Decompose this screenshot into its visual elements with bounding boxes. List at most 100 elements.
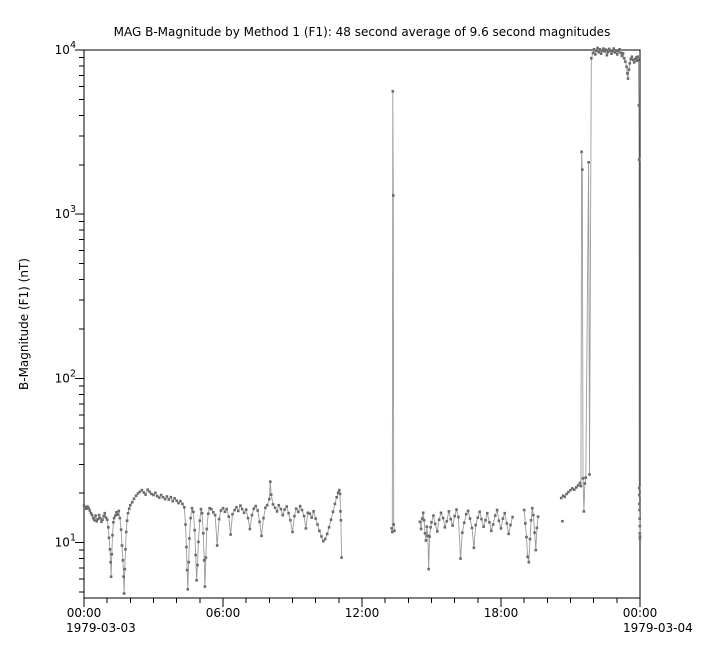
- data-point-marker: [433, 522, 437, 526]
- data-point-marker: [134, 494, 138, 497]
- data-point-marker: [111, 533, 114, 537]
- data-point-marker: [158, 496, 161, 499]
- data-point-marker: [185, 545, 188, 549]
- data-point-marker: [187, 560, 190, 564]
- data-point-marker: [120, 544, 124, 547]
- data-point-marker: [192, 510, 195, 514]
- data-point-marker: [618, 48, 621, 51]
- data-point-marker: [125, 519, 129, 522]
- data-point-marker: [289, 518, 292, 522]
- data-point-marker: [142, 491, 146, 494]
- data-point-marker: [262, 516, 265, 520]
- data-point-marker: [122, 575, 125, 578]
- data-point-marker: [123, 567, 127, 571]
- data-point-marker: [472, 546, 476, 550]
- data-point-marker: [184, 523, 187, 526]
- data-point-marker: [451, 524, 454, 527]
- data-point-marker: [599, 52, 603, 55]
- data-point-marker: [594, 53, 597, 56]
- data-point-marker: [325, 532, 329, 536]
- data-point-marker: [167, 498, 171, 501]
- data-point-marker: [392, 523, 395, 526]
- data-point-marker: [419, 527, 423, 531]
- series-line: [560, 46, 641, 539]
- data-point-marker: [569, 488, 572, 492]
- data-point-marker: [302, 514, 306, 518]
- data-point-marker: [532, 513, 535, 517]
- data-point-marker: [628, 62, 632, 65]
- data-point-marker: [470, 526, 474, 530]
- data-point-marker: [604, 48, 607, 51]
- data-point-marker: [132, 497, 136, 501]
- data-point-marker: [459, 557, 462, 560]
- data-point-marker: [437, 518, 441, 521]
- data-point-marker: [269, 493, 273, 496]
- data-point-marker: [507, 532, 510, 536]
- data-point-marker: [455, 508, 458, 511]
- data-point-marker: [227, 515, 231, 518]
- data-point-marker: [488, 521, 491, 524]
- data-point-marker: [572, 488, 576, 491]
- data-point-marker: [495, 508, 499, 512]
- data-point-marker: [486, 511, 489, 515]
- data-point-marker: [122, 592, 126, 595]
- data-point-marker: [242, 511, 246, 515]
- data-point-marker: [110, 552, 114, 556]
- data-point-marker: [629, 57, 632, 61]
- data-point-marker: [285, 505, 288, 508]
- data-point-marker: [480, 517, 483, 521]
- series-line: [391, 91, 395, 533]
- data-point-marker: [112, 521, 115, 524]
- data-point-marker: [177, 501, 180, 505]
- data-point-marker: [561, 494, 565, 497]
- data-point-marker: [535, 526, 539, 530]
- data-point-marker: [464, 512, 468, 516]
- data-point-marker: [144, 493, 147, 496]
- y-axis-tick-label: 103: [55, 204, 76, 221]
- data-point-marker: [155, 494, 159, 498]
- data-point-marker: [231, 512, 234, 516]
- data-point-marker: [619, 51, 623, 55]
- data-point-marker: [565, 492, 568, 496]
- date-label-right: 1979-03-04: [623, 621, 693, 635]
- data-point-marker: [474, 523, 477, 527]
- data-point-marker: [638, 502, 641, 506]
- data-point-marker: [119, 528, 123, 531]
- data-point-marker: [581, 168, 584, 171]
- data-point-marker: [390, 527, 393, 530]
- data-point-marker: [340, 556, 343, 559]
- data-point-marker: [511, 515, 514, 519]
- data-point-marker: [466, 509, 470, 513]
- data-point-marker: [614, 49, 618, 52]
- data-point-marker: [339, 510, 342, 513]
- data-point-marker: [96, 517, 100, 521]
- data-point-marker: [219, 509, 223, 512]
- data-point-marker: [581, 477, 585, 480]
- data-point-marker: [312, 510, 315, 513]
- data-point-marker: [579, 484, 583, 488]
- data-point-marker: [447, 510, 451, 513]
- data-point-marker: [104, 516, 108, 519]
- data-point-marker: [204, 556, 208, 559]
- data-point-marker: [185, 568, 189, 572]
- data-point-marker: [587, 161, 590, 164]
- data-point-marker: [392, 194, 395, 197]
- data-point-marker: [625, 65, 628, 69]
- data-point-marker: [206, 512, 210, 515]
- data-point-marker: [595, 49, 598, 52]
- y-axis-tick-label: 102: [55, 368, 76, 385]
- data-point-marker: [169, 495, 173, 499]
- data-point-marker: [634, 57, 637, 61]
- data-point-marker: [631, 58, 635, 62]
- chart-title: MAG B-Magnitude by Method 1 (F1): 48 sec…: [114, 25, 611, 39]
- data-point-marker: [439, 511, 443, 515]
- data-point-marker: [338, 492, 342, 496]
- data-point-marker: [202, 559, 206, 562]
- data-point-marker: [256, 509, 259, 512]
- data-point-marker: [424, 539, 428, 542]
- data-point-marker: [338, 488, 341, 492]
- data-point-marker: [203, 585, 207, 588]
- data-point-marker: [612, 47, 616, 50]
- data-point-marker: [148, 490, 151, 494]
- data-point-marker: [100, 520, 103, 524]
